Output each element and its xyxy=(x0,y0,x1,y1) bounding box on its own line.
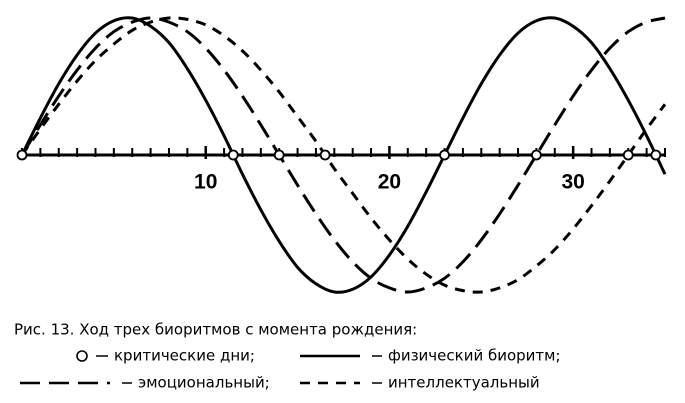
critical-day xyxy=(16,149,28,161)
critical-day xyxy=(319,149,331,161)
x-tick-label: 10 xyxy=(194,171,217,194)
legend-critical: критические дни; xyxy=(114,347,255,365)
legend-label: эмоциональный; xyxy=(138,374,270,392)
critical-day xyxy=(531,149,542,161)
x-tick-label: 30 xyxy=(561,171,584,194)
critical-day xyxy=(273,149,285,161)
critical-day xyxy=(650,149,662,161)
series-line xyxy=(20,16,667,294)
series-line xyxy=(20,16,666,294)
legend-label: физический биоритм; xyxy=(388,347,561,365)
critical-day xyxy=(227,149,239,161)
caption: Рис. 13. Ход трех биоритмов с момента ро… xyxy=(14,321,417,339)
legend-critical-symbol xyxy=(76,350,88,362)
critical-day xyxy=(439,149,450,161)
critical-day xyxy=(622,149,634,161)
legend-label: интеллектуальный xyxy=(388,374,540,392)
series-line xyxy=(20,16,667,294)
x-tick-label: 20 xyxy=(378,171,401,194)
